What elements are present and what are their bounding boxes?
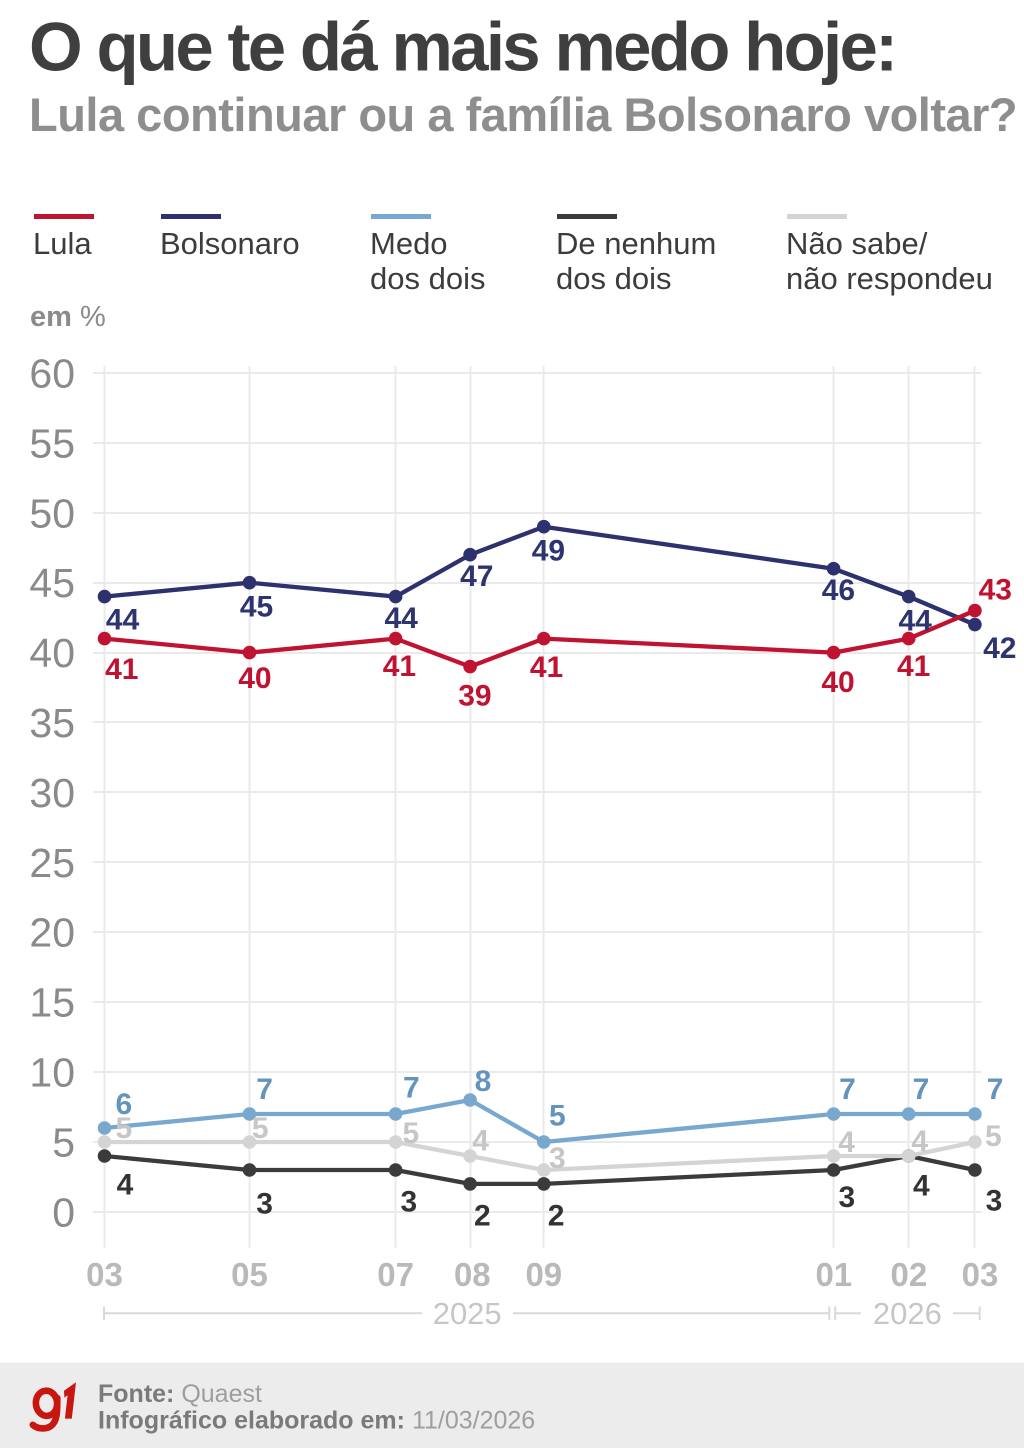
svg-text:5: 5 — [52, 1120, 75, 1166]
svg-text:Lula continuar ou a família Bo: Lula continuar ou a família Bolsonaro vo… — [29, 88, 1017, 141]
svg-text:41: 41 — [897, 650, 930, 683]
svg-text:3: 3 — [401, 1186, 418, 1219]
svg-text:60: 60 — [29, 350, 75, 396]
svg-text:não respondeu: não respondeu — [786, 261, 993, 296]
svg-text:7: 7 — [987, 1073, 1004, 1106]
svg-text:5: 5 — [985, 1120, 1002, 1153]
svg-text:5: 5 — [252, 1112, 269, 1145]
svg-text:5: 5 — [115, 1112, 132, 1145]
svg-text:4: 4 — [117, 1169, 134, 1202]
svg-text:2025: 2025 — [433, 1296, 502, 1331]
svg-text:3: 3 — [549, 1142, 566, 1175]
svg-text:41: 41 — [383, 650, 416, 683]
svg-text:03: 03 — [962, 1256, 999, 1293]
svg-text:5: 5 — [402, 1117, 419, 1150]
svg-text:4: 4 — [472, 1125, 489, 1158]
svg-text:6: 6 — [115, 1088, 132, 1121]
svg-text:41: 41 — [530, 651, 563, 684]
svg-text:01: 01 — [815, 1256, 852, 1293]
svg-text:30: 30 — [29, 770, 75, 816]
svg-text:Medo: Medo — [370, 226, 448, 261]
svg-text:45: 45 — [29, 560, 75, 606]
svg-text:25: 25 — [29, 840, 75, 886]
svg-text:4: 4 — [838, 1126, 855, 1159]
svg-text:09: 09 — [525, 1256, 562, 1293]
svg-text:8: 8 — [475, 1065, 492, 1098]
svg-text:2: 2 — [474, 1200, 491, 1233]
svg-text:44: 44 — [106, 604, 140, 637]
svg-text:40: 40 — [29, 630, 75, 676]
svg-text:05: 05 — [231, 1256, 268, 1293]
svg-text:20: 20 — [29, 910, 75, 956]
svg-text:02: 02 — [891, 1256, 928, 1293]
svg-text:4: 4 — [911, 1125, 928, 1158]
svg-text:41: 41 — [105, 653, 138, 686]
svg-text:Lula: Lula — [33, 226, 92, 261]
svg-text:07: 07 — [377, 1256, 414, 1293]
svg-text:5: 5 — [549, 1099, 566, 1132]
svg-text:7: 7 — [256, 1073, 273, 1106]
svg-text:4: 4 — [913, 1170, 930, 1203]
svg-text:43: 43 — [979, 573, 1012, 606]
svg-text:10: 10 — [29, 1050, 75, 1096]
svg-text:dos dois: dos dois — [556, 261, 671, 296]
svg-text:55: 55 — [29, 420, 75, 466]
svg-text:dos dois: dos dois — [370, 261, 485, 296]
svg-text:50: 50 — [29, 490, 75, 536]
svg-text:47: 47 — [460, 560, 493, 593]
svg-text:3: 3 — [256, 1188, 273, 1221]
svg-text:15: 15 — [29, 980, 75, 1026]
svg-text:35: 35 — [29, 700, 75, 746]
svg-text:em %: em % — [30, 301, 106, 333]
svg-text:7: 7 — [839, 1073, 856, 1106]
svg-text:42: 42 — [983, 632, 1016, 665]
svg-text:0: 0 — [52, 1189, 75, 1235]
svg-text:44: 44 — [385, 602, 419, 635]
svg-text:2026: 2026 — [873, 1296, 942, 1331]
svg-text:O que te dá mais medo hoje:: O que te dá mais medo hoje: — [29, 9, 895, 86]
svg-text:40: 40 — [238, 662, 271, 695]
svg-text:2: 2 — [548, 1200, 565, 1233]
svg-text:49: 49 — [532, 534, 565, 567]
svg-text:39: 39 — [458, 679, 491, 712]
svg-text:7: 7 — [403, 1072, 420, 1105]
svg-text:7: 7 — [913, 1073, 930, 1106]
svg-text:08: 08 — [454, 1256, 491, 1293]
svg-text:Infográfico elaborado em: 11/0: Infográfico elaborado em: 11/03/2026 — [98, 1407, 535, 1435]
svg-text:46: 46 — [822, 574, 855, 607]
svg-text:3: 3 — [986, 1185, 1003, 1218]
svg-text:40: 40 — [821, 666, 854, 699]
svg-text:Não sabe/: Não sabe/ — [786, 226, 928, 261]
svg-text:03: 03 — [86, 1256, 123, 1293]
svg-text:Fonte: Quaest: Fonte: Quaest — [98, 1380, 262, 1408]
svg-text:45: 45 — [240, 591, 273, 624]
svg-text:Bolsonaro: Bolsonaro — [160, 226, 300, 261]
svg-text:44: 44 — [899, 604, 933, 637]
svg-text:De nenhum: De nenhum — [556, 226, 716, 261]
svg-text:3: 3 — [838, 1181, 855, 1214]
